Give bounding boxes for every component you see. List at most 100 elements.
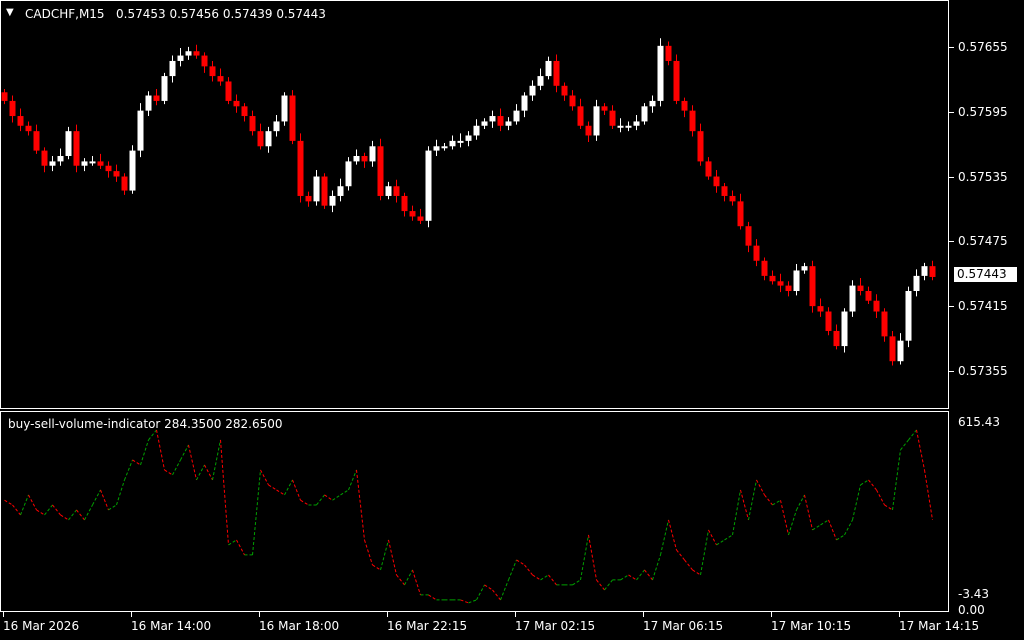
candle [593,99,600,141]
time-tick-label: 17 Mar 14:15 [899,619,980,633]
candle-body [553,60,560,86]
candle-body [161,76,168,101]
indicator-segment [660,519,669,556]
indicator-segment [84,504,93,521]
time-tick-label: 16 Mar 22:15 [387,619,468,633]
candle [785,281,792,297]
candle [673,54,680,105]
candle-body [585,125,592,136]
candle [17,108,24,132]
candle [873,294,880,318]
indicator-segment [220,439,229,545]
candle-body [905,291,912,341]
candle [761,257,768,281]
candle-body [857,285,864,291]
indicator-segment [100,489,109,511]
indicator-segment [812,524,821,531]
candle-body [753,245,760,261]
indicator-segment [12,504,21,516]
candle [185,46,192,60]
candle-body [625,125,632,128]
indicator-segment [796,494,805,511]
candle-body [521,95,528,111]
indicator-segment [28,494,37,511]
indicator-segment [908,429,917,441]
candle [801,262,808,274]
indicator-segment [388,539,397,576]
candle [657,38,664,107]
candle-body [769,275,776,282]
candle [9,95,16,123]
candle [225,77,232,105]
candle [129,145,136,194]
candle-body [417,216,424,221]
time-tick-label: 16 Mar 2026 [3,619,80,633]
candle-body [25,125,32,132]
price-tick [949,111,954,113]
indicator-segment [492,589,501,601]
candle-body [785,285,792,291]
indicator-segment [476,584,485,601]
candle-body [433,146,440,151]
indicator-segment [524,564,533,576]
indicator-segment [652,554,661,581]
indicator-segment [900,439,909,451]
candle-body [537,76,544,86]
indicator-segment [396,574,405,586]
candle-body [305,195,312,202]
indicator-segment [844,519,853,536]
candle [113,164,120,182]
indicator-segment [356,469,365,540]
candle-body [593,106,600,136]
candle [217,68,224,86]
candle-body [65,131,72,156]
candle-body [697,131,704,162]
candle [409,205,416,221]
triangle-down-icon[interactable]: ▼ [6,7,14,18]
candle [841,308,848,353]
candle [817,298,824,317]
indicator-segment [884,504,893,511]
time-tick [387,612,388,617]
indicator-segment [140,439,149,466]
candle-body [865,291,872,301]
candle [137,103,144,158]
candle [465,131,472,147]
candle-body [801,266,808,271]
candle-body [745,226,752,246]
indicator-panel[interactable]: buy-sell-volume-indicator 284.3500 282.6… [0,411,949,612]
candle-body [169,60,176,77]
candle-body [681,100,688,111]
candle [609,105,616,129]
candle-body [921,266,928,276]
candle-body [561,85,568,96]
candle [49,156,56,172]
candle [641,103,648,125]
candle-body [217,76,224,82]
price-tick-label: 0.57655 [958,40,1008,54]
candle-body [41,150,48,166]
candle-body [129,150,136,191]
indicator-segment [500,579,509,601]
candle [505,117,512,131]
indicator-segment [276,489,285,496]
indicator-segment [68,509,77,521]
candle [449,135,456,150]
candle-body [145,95,152,111]
candle [153,89,160,106]
candle [193,44,200,59]
candle [713,170,720,193]
indicator-segment [804,494,813,531]
candle [369,140,376,167]
candle-body [841,311,848,347]
candle [737,193,744,230]
candle-body [513,110,520,122]
candle [577,98,584,129]
candle-body [689,110,696,132]
candle-body [825,311,832,331]
price-chart-panel[interactable]: ▼ CADCHF,M15 0.57453 0.57456 0.57439 0.5… [0,0,949,409]
candle [57,148,64,166]
indicator-segment [700,529,709,576]
indicator-segment [20,494,29,516]
candle-body [289,95,296,141]
